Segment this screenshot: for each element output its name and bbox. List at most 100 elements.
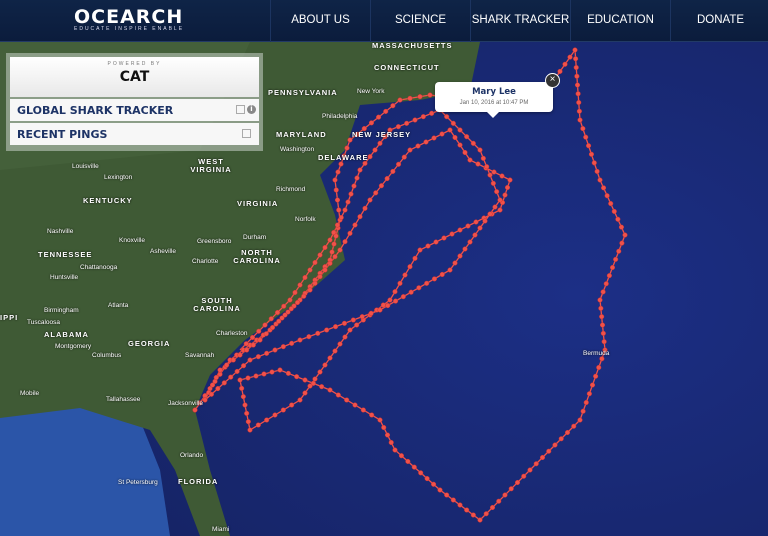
ping-marker[interactable]: [557, 68, 563, 74]
ping-marker[interactable]: [368, 120, 374, 126]
ping-marker[interactable]: [602, 347, 608, 353]
ping-marker[interactable]: [377, 307, 383, 313]
ping-marker[interactable]: [215, 386, 221, 392]
ping-marker[interactable]: [429, 110, 435, 116]
ping-marker[interactable]: [387, 127, 393, 133]
ping-marker[interactable]: [333, 324, 339, 330]
ping-marker[interactable]: [280, 344, 286, 350]
ping-marker[interactable]: [322, 362, 328, 368]
ping-marker[interactable]: [591, 160, 597, 166]
ping-marker[interactable]: [237, 377, 243, 383]
ping-marker[interactable]: [287, 297, 293, 303]
ping-marker[interactable]: [390, 103, 396, 109]
ping-marker[interactable]: [470, 512, 476, 518]
ping-marker[interactable]: [327, 260, 333, 266]
ping-marker[interactable]: [420, 114, 426, 120]
ping-marker[interactable]: [351, 183, 357, 189]
ping-marker[interactable]: [315, 330, 321, 336]
ping-marker[interactable]: [465, 223, 471, 229]
ping-marker[interactable]: [599, 356, 605, 362]
ping-marker[interactable]: [387, 297, 393, 303]
ping-marker[interactable]: [344, 145, 350, 151]
ping-marker[interactable]: [546, 448, 552, 454]
ping-marker[interactable]: [449, 231, 455, 237]
expand-icon[interactable]: [242, 129, 251, 138]
ping-marker[interactable]: [618, 224, 624, 230]
ping-marker[interactable]: [344, 397, 350, 403]
ping-marker[interactable]: [382, 134, 388, 140]
ping-marker[interactable]: [277, 367, 283, 373]
ping-marker[interactable]: [441, 235, 447, 241]
recent-pings-row[interactable]: RECENT PINGS: [10, 123, 259, 145]
ping-marker[interactable]: [400, 294, 406, 300]
ping-marker[interactable]: [377, 417, 383, 423]
ping-marker[interactable]: [245, 419, 251, 425]
ping-marker[interactable]: [322, 267, 328, 273]
ping-marker[interactable]: [457, 253, 463, 259]
ping-marker[interactable]: [255, 422, 261, 428]
ping-marker[interactable]: [597, 297, 603, 303]
ping-marker[interactable]: [345, 199, 351, 205]
ping-marker[interactable]: [237, 352, 243, 358]
ping-marker[interactable]: [307, 287, 313, 293]
close-popup-button[interactable]: ×: [545, 73, 560, 88]
ping-marker[interactable]: [373, 190, 379, 196]
ping-marker[interactable]: [427, 92, 433, 98]
ping-marker[interactable]: [317, 369, 323, 375]
ping-marker[interactable]: [342, 207, 348, 213]
ping-marker[interactable]: [527, 467, 533, 473]
ping-marker[interactable]: [491, 169, 497, 175]
ping-marker[interactable]: [457, 227, 463, 233]
ping-marker[interactable]: [255, 354, 261, 360]
ping-marker[interactable]: [312, 259, 318, 266]
ping-marker[interactable]: [398, 453, 404, 459]
ping-marker[interactable]: [606, 273, 612, 279]
ping-marker[interactable]: [307, 267, 313, 273]
ping-marker[interactable]: [492, 204, 498, 210]
ping-marker[interactable]: [327, 355, 333, 361]
ping-marker[interactable]: [264, 350, 270, 356]
ping-marker[interactable]: [302, 274, 308, 281]
ping-marker[interactable]: [249, 334, 256, 341]
ping-marker[interactable]: [457, 502, 463, 508]
ping-marker[interactable]: [368, 310, 374, 316]
ping-marker[interactable]: [381, 424, 387, 431]
ping-marker[interactable]: [452, 134, 458, 141]
ping-marker[interactable]: [385, 303, 391, 309]
ping-marker[interactable]: [402, 272, 408, 278]
ping-marker[interactable]: [487, 211, 493, 217]
ping-marker[interactable]: [586, 391, 592, 397]
ping-marker[interactable]: [202, 397, 208, 403]
expand-icon[interactable]: [236, 105, 245, 114]
ping-marker[interactable]: [213, 374, 219, 381]
ping-marker[interactable]: [447, 127, 453, 133]
ping-marker[interactable]: [415, 143, 421, 149]
ping-marker[interactable]: [593, 373, 599, 379]
ping-marker[interactable]: [464, 507, 470, 513]
ping-marker[interactable]: [533, 461, 539, 467]
ping-marker[interactable]: [457, 127, 463, 133]
ping-marker[interactable]: [407, 147, 413, 153]
ping-marker[interactable]: [433, 239, 439, 245]
ping-marker[interactable]: [477, 147, 483, 153]
ping-marker[interactable]: [392, 447, 398, 453]
ping-marker[interactable]: [334, 222, 341, 228]
ping-marker[interactable]: [367, 154, 373, 160]
ping-marker[interactable]: [292, 289, 298, 296]
ping-marker[interactable]: [473, 219, 479, 225]
ping-marker[interactable]: [600, 330, 606, 336]
ping-marker[interactable]: [586, 143, 592, 149]
ping-marker[interactable]: [462, 149, 468, 156]
ping-marker[interactable]: [575, 91, 581, 97]
ping-marker[interactable]: [332, 177, 338, 183]
ping-marker[interactable]: [604, 193, 610, 199]
ping-marker[interactable]: [576, 108, 582, 114]
ping-marker[interactable]: [208, 391, 214, 397]
ping-marker[interactable]: [352, 222, 358, 228]
ping-marker[interactable]: [475, 161, 481, 167]
ping-marker[interactable]: [256, 328, 262, 334]
ping-marker[interactable]: [462, 246, 468, 252]
ping-marker[interactable]: [352, 402, 358, 408]
ping-marker[interactable]: [497, 207, 503, 213]
